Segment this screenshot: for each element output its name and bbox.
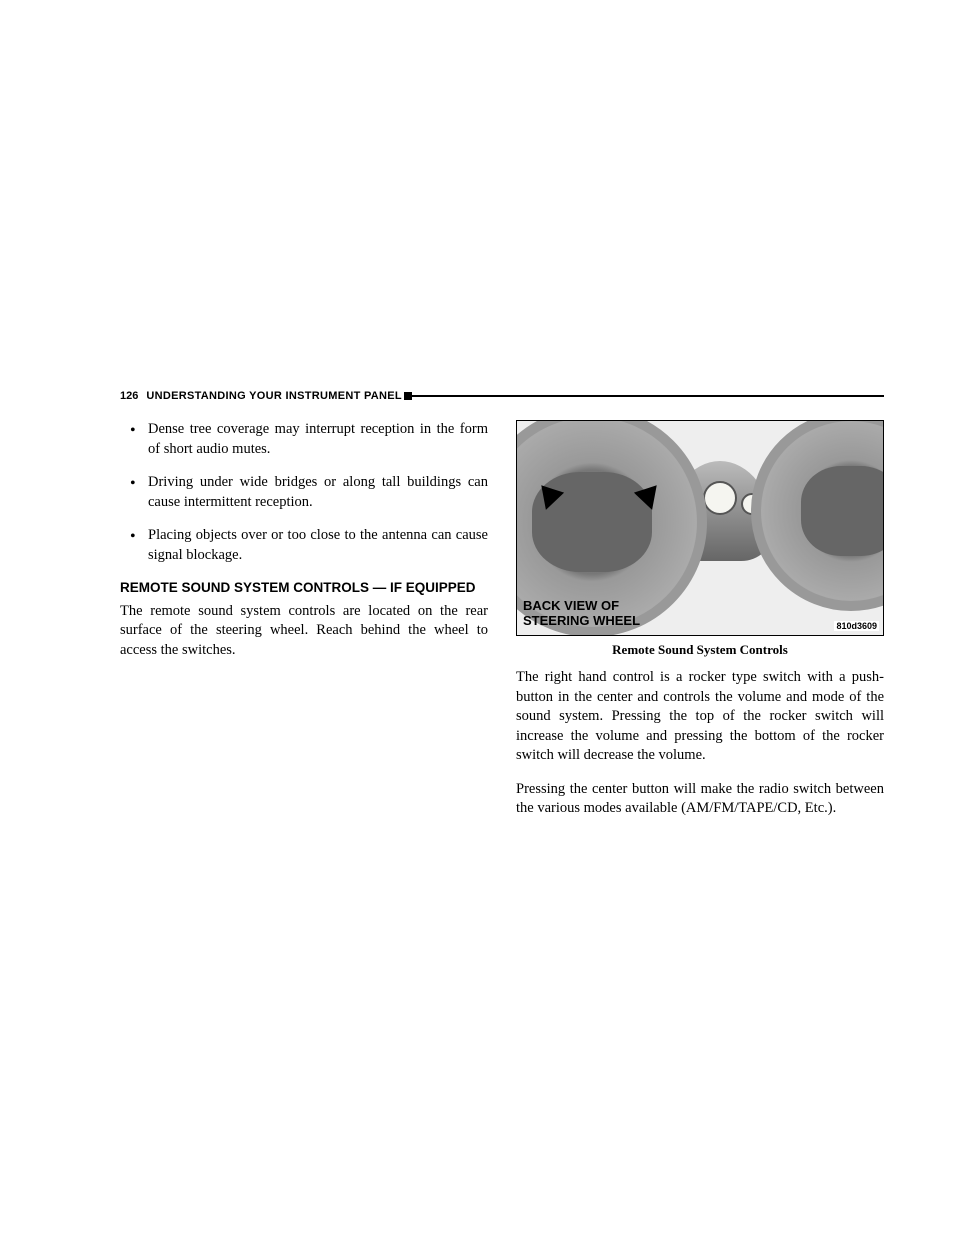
steering-wheel-right-illustration (751, 420, 884, 611)
gauge-icon (703, 481, 737, 515)
right-column: BACK VIEW OF STEERING WHEEL 810d3609 Rem… (516, 420, 884, 833)
list-item: Placing objects over or too close to the… (136, 526, 488, 565)
list-item: Dense tree coverage may interrupt recept… (136, 420, 488, 459)
wheel-hub (801, 466, 884, 556)
left-column: Dense tree coverage may interrupt recept… (120, 420, 488, 833)
figure-label-line: STEERING WHEEL (523, 614, 640, 629)
figure-label-line: BACK VIEW OF (523, 599, 640, 614)
header-title: UNDERSTANDING YOUR INSTRUMENT PANEL (146, 390, 402, 402)
arrow-down-left-icon (533, 465, 573, 511)
two-column-layout: Dense tree coverage may interrupt recept… (120, 420, 884, 833)
body-paragraph: The remote sound system controls are loc… (120, 602, 488, 661)
body-paragraph: Pressing the center button will make the… (516, 780, 884, 819)
bullet-list: Dense tree coverage may interrupt recept… (120, 420, 488, 565)
body-paragraph: The right hand control is a rocker type … (516, 668, 884, 766)
figure-id: 810d3609 (834, 621, 879, 631)
page-header: 126 UNDERSTANDING YOUR INSTRUMENT PANEL (120, 390, 884, 402)
figure-label: BACK VIEW OF STEERING WHEEL (523, 599, 640, 629)
page-container: 126 UNDERSTANDING YOUR INSTRUMENT PANEL … (0, 0, 954, 833)
arrow-down-right-icon (625, 465, 665, 511)
figure-caption: Remote Sound System Controls (516, 642, 884, 658)
list-item: Driving under wide bridges or along tall… (136, 473, 488, 512)
page-number: 126 (120, 390, 138, 402)
section-heading: REMOTE SOUND SYSTEM CONTROLS — IF EQUIPP… (120, 579, 488, 597)
header-rule (410, 395, 884, 397)
steering-wheel-figure: BACK VIEW OF STEERING WHEEL 810d3609 (516, 420, 884, 636)
